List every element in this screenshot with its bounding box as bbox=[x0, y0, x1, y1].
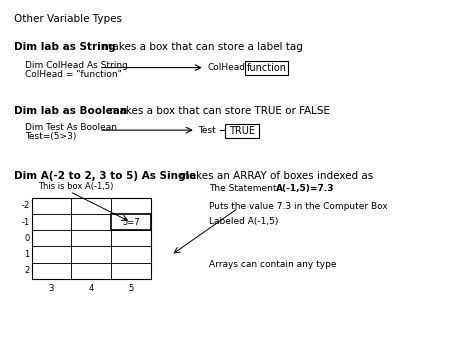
Bar bbox=[32, 246, 71, 263]
Text: makes a box that can store a label tag: makes a box that can store a label tag bbox=[99, 42, 303, 52]
Text: Other Variable Types: Other Variable Types bbox=[14, 14, 122, 24]
Text: Test=(5>3): Test=(5>3) bbox=[25, 132, 76, 142]
Text: -1: -1 bbox=[22, 218, 30, 226]
Bar bbox=[111, 198, 151, 214]
Bar bbox=[32, 263, 71, 279]
Text: This is box A(-1,5): This is box A(-1,5) bbox=[38, 182, 113, 191]
Text: Arrays can contain any type: Arrays can contain any type bbox=[209, 260, 337, 269]
Text: Dim lab as String: Dim lab as String bbox=[14, 42, 115, 52]
Text: Test: Test bbox=[198, 126, 216, 135]
Text: function: function bbox=[247, 63, 287, 73]
Bar bbox=[32, 230, 71, 246]
Bar bbox=[71, 198, 111, 214]
Bar bbox=[245, 61, 288, 75]
Text: Dim A(-2 to 2, 3 to 5) As Single: Dim A(-2 to 2, 3 to 5) As Single bbox=[14, 171, 196, 181]
Text: makes a box that can store TRUE or FALSE: makes a box that can store TRUE or FALSE bbox=[106, 106, 330, 117]
Text: ColHead = "function": ColHead = "function" bbox=[25, 70, 122, 79]
Text: Dim lab as Boolean: Dim lab as Boolean bbox=[14, 106, 127, 117]
Text: TRUE: TRUE bbox=[229, 126, 255, 136]
Text: Labeled A(-1,5): Labeled A(-1,5) bbox=[209, 217, 279, 226]
Text: makes an ARRAY of boxes indexed as: makes an ARRAY of boxes indexed as bbox=[173, 171, 374, 181]
Text: The Statement: The Statement bbox=[209, 184, 279, 193]
Text: 1: 1 bbox=[24, 250, 30, 259]
Bar bbox=[71, 263, 111, 279]
Bar bbox=[111, 214, 151, 230]
Bar bbox=[71, 214, 111, 230]
Text: 3: 3 bbox=[49, 284, 54, 293]
Bar bbox=[71, 230, 111, 246]
Bar bbox=[111, 246, 151, 263]
Text: A(-1,5)=7.3: A(-1,5)=7.3 bbox=[276, 184, 334, 193]
Bar bbox=[111, 263, 151, 279]
Text: Puts the value 7.3 in the Computer Box: Puts the value 7.3 in the Computer Box bbox=[209, 202, 388, 211]
Text: ColHead: ColHead bbox=[207, 63, 245, 72]
Bar bbox=[71, 246, 111, 263]
Bar bbox=[225, 124, 259, 138]
Text: 5=7: 5=7 bbox=[122, 218, 140, 226]
Text: 2: 2 bbox=[24, 266, 30, 275]
Text: 5: 5 bbox=[128, 284, 134, 293]
Text: Dim Test As Boolean: Dim Test As Boolean bbox=[25, 123, 117, 132]
Text: 0: 0 bbox=[24, 234, 30, 243]
Bar bbox=[32, 198, 71, 214]
Bar bbox=[32, 198, 151, 279]
Text: Dim ColHead As String: Dim ColHead As String bbox=[25, 61, 128, 70]
Text: -2: -2 bbox=[22, 201, 30, 210]
Bar bbox=[111, 230, 151, 246]
Bar bbox=[32, 214, 71, 230]
Text: 4: 4 bbox=[89, 284, 94, 293]
